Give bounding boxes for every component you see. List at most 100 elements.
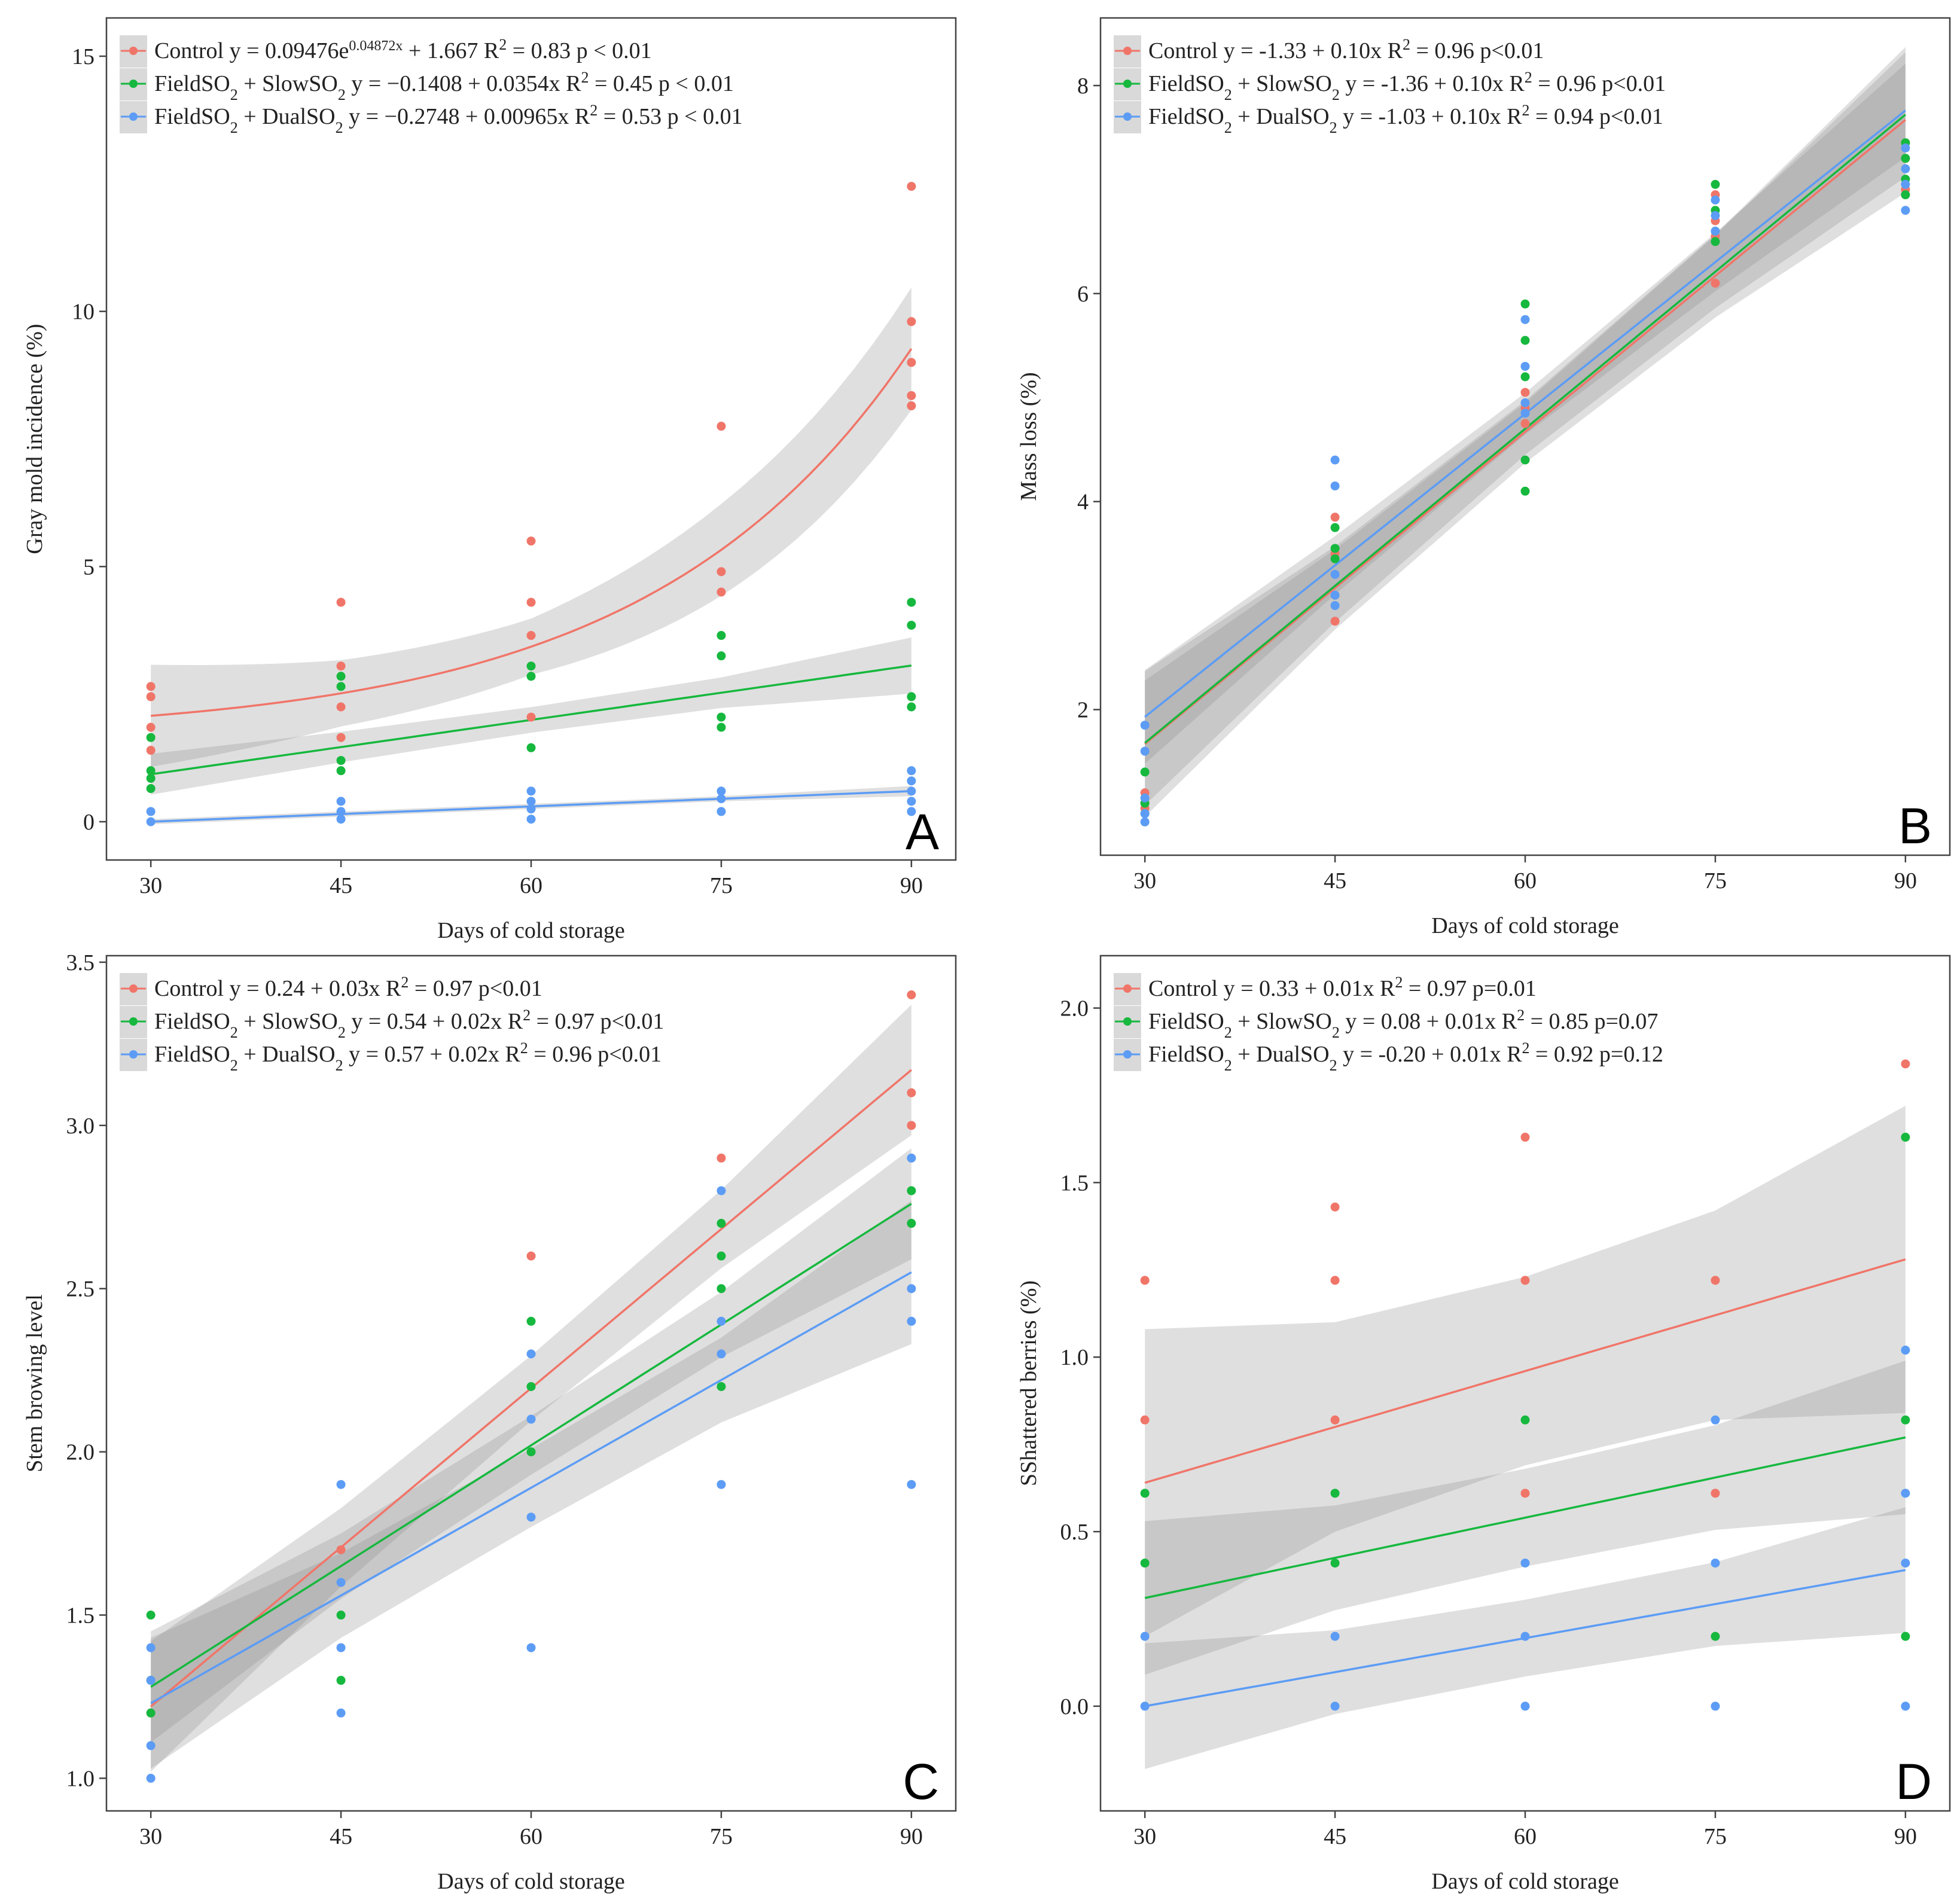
data-point-slow xyxy=(146,733,156,742)
data-point-dual xyxy=(526,815,536,824)
data-point-control xyxy=(1901,1059,1910,1069)
data-point-control xyxy=(1711,1489,1720,1498)
data-point-control xyxy=(146,722,156,732)
panel-letter: B xyxy=(1898,798,1932,854)
data-point-dual xyxy=(146,1773,156,1783)
data-point-slow xyxy=(717,1381,726,1391)
data-point-dual xyxy=(1140,809,1150,818)
data-point-slow xyxy=(146,766,156,776)
data-point-control xyxy=(336,733,346,742)
panel-letter: D xyxy=(1895,1753,1932,1810)
x-tick-label: 30 xyxy=(139,873,162,898)
x-axis-title: Days of cold storage xyxy=(1431,913,1618,938)
y-tick-label: 3.5 xyxy=(66,950,95,975)
data-point-dual xyxy=(1140,1701,1150,1711)
data-point-dual xyxy=(526,797,536,806)
fit-line-control xyxy=(1144,1258,1906,1484)
panel-letter: A xyxy=(906,804,939,860)
data-point-dual xyxy=(907,766,916,776)
legend-key-dot xyxy=(129,80,138,88)
y-tick-label: 2.5 xyxy=(66,1277,95,1302)
legend-key-dot xyxy=(129,112,138,121)
data-point-dual xyxy=(146,1741,156,1750)
legend-key-dot xyxy=(129,984,138,993)
data-point-slow xyxy=(907,1219,916,1228)
data-point-dual xyxy=(1520,1559,1530,1568)
data-point-dual xyxy=(336,815,346,824)
data-point-slow xyxy=(526,743,536,752)
x-axis-title: Days of cold storage xyxy=(437,918,624,943)
data-point-slow xyxy=(1330,544,1340,553)
data-point-slow xyxy=(146,1611,156,1620)
data-point-control xyxy=(907,1121,916,1130)
data-point-dual xyxy=(717,807,726,816)
fit-line-control xyxy=(1144,119,1906,745)
legend-key-dot xyxy=(1123,1017,1132,1026)
chart-panel-b: 30 45 60 75 90 2 4 6 8 Days of cold storage Mass l… xyxy=(1016,17,1951,938)
y-tick-label: 1.0 xyxy=(66,1766,95,1791)
data-point-dual xyxy=(1330,601,1340,611)
data-point-dual xyxy=(1330,1701,1340,1711)
data-point-dual xyxy=(907,1284,916,1294)
data-point-slow xyxy=(1711,237,1720,246)
data-point-control xyxy=(907,990,916,999)
data-point-dual xyxy=(717,1316,726,1326)
data-point-control xyxy=(907,1088,916,1097)
data-point-slow xyxy=(336,756,346,766)
data-point-dual xyxy=(1711,195,1720,205)
y-tick-label: 2 xyxy=(1077,698,1089,723)
y-axis-title: Gray mold incidence (%) xyxy=(22,324,47,554)
fit-line-control xyxy=(151,348,913,717)
data-point-slow xyxy=(717,631,726,641)
data-point-dual xyxy=(717,1349,726,1359)
data-point-dual xyxy=(1901,1346,1910,1355)
data-point-dual xyxy=(336,1643,346,1652)
data-point-slow xyxy=(336,766,346,776)
y-tick-label: 10 xyxy=(72,300,95,325)
data-point-dual xyxy=(1330,455,1340,465)
data-point-slow xyxy=(1330,523,1340,532)
data-point-control xyxy=(336,1545,346,1554)
legend-label: Control y = -1.33 + 0.10x R2 = 0.96 p<0.… xyxy=(1148,36,1544,64)
data-point-dual xyxy=(1140,746,1150,756)
data-point-slow xyxy=(336,672,346,681)
y-tick-label: 4 xyxy=(1077,490,1089,515)
data-point-slow xyxy=(1901,1631,1910,1641)
data-point-control xyxy=(907,182,916,191)
data-point-slow xyxy=(336,1611,346,1620)
data-point-slow xyxy=(526,1447,536,1457)
x-tick-label: 60 xyxy=(520,1824,542,1849)
data-point-control xyxy=(907,317,916,327)
data-point-dual xyxy=(526,1643,536,1652)
data-point-dual xyxy=(1901,164,1910,173)
y-tick-label: 0 xyxy=(83,810,95,835)
y-tick-label: 5 xyxy=(83,554,95,580)
x-tick-label: 45 xyxy=(330,1824,352,1849)
data-point-slow xyxy=(717,722,726,732)
y-tick-label: 2.0 xyxy=(1060,996,1089,1021)
data-point-control xyxy=(717,1153,726,1163)
data-point-dual xyxy=(907,1153,916,1163)
data-point-slow xyxy=(526,661,536,671)
data-point-dual xyxy=(907,776,916,786)
data-point-dual xyxy=(717,794,726,804)
data-point-slow xyxy=(526,672,536,681)
data-point-dual xyxy=(336,807,346,816)
x-tick-label: 75 xyxy=(710,873,733,898)
data-point-dual xyxy=(1520,398,1530,407)
data-point-control xyxy=(146,682,156,691)
data-point-dual xyxy=(526,786,536,796)
data-point-slow xyxy=(1140,1489,1150,1498)
data-point-control xyxy=(146,692,156,702)
plot-background xyxy=(1101,956,1950,1811)
confidence-band xyxy=(151,1200,912,1768)
legend-key-dot xyxy=(129,1017,138,1026)
data-point-dual xyxy=(1901,1489,1910,1498)
legend-label: FieldSO2 + SlowSO2 y = -1.36 + 0.10x R2 … xyxy=(1148,69,1666,103)
data-point-slow xyxy=(1520,336,1530,345)
legend-label: Control y = 0.24 + 0.03x R2 = 0.97 p<0.0… xyxy=(154,974,542,1002)
data-point-slow xyxy=(1520,372,1530,382)
data-point-control xyxy=(526,631,536,641)
y-tick-label: 8 xyxy=(1077,74,1089,99)
data-point-slow xyxy=(1901,190,1910,200)
